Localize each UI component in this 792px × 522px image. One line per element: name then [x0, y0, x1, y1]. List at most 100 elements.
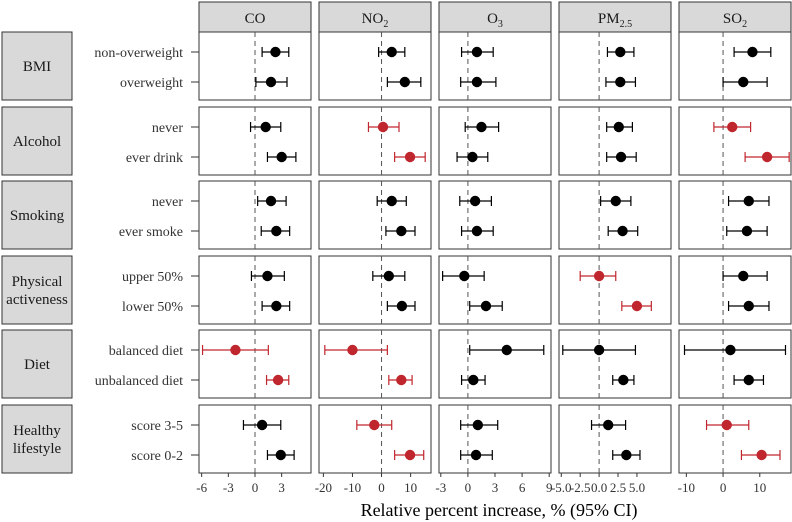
panel-strip-no2: [318, 1, 432, 33]
x-tick-label: 0.0: [591, 480, 607, 495]
panel-so2-row-1: [678, 106, 792, 176]
panel-so2-row-3: [678, 255, 792, 325]
point-estimate: [262, 270, 273, 282]
row-strip-label-3: Physical: [12, 274, 63, 290]
point-estimate: [404, 151, 416, 163]
panel-o3-row-2: [438, 180, 552, 250]
point-estimate: [631, 300, 643, 312]
point-estimate: [469, 195, 481, 207]
row-strip-4: [1, 329, 73, 399]
x-tick-label: 10: [404, 480, 417, 495]
category-label: ever drink: [126, 151, 183, 166]
panel-no2-row-0: [318, 31, 432, 101]
panel-strip-co: [198, 1, 312, 33]
point-estimate: [276, 151, 287, 163]
row-strip-label-2: Smoking: [10, 208, 65, 224]
point-estimate: [747, 46, 758, 58]
row-strip-0: [1, 31, 73, 101]
x-tick-label: 3: [492, 480, 499, 495]
panel-o3-row-4: [438, 329, 552, 399]
point-estimate: [468, 374, 479, 386]
category-label: non-overweight: [94, 46, 183, 61]
x-tick-label: -2.5: [570, 480, 591, 495]
category-label: lower 50%: [122, 300, 183, 315]
x-tick-label: 9: [546, 480, 553, 495]
point-estimate: [480, 300, 492, 312]
x-tick-label: 0: [378, 480, 385, 495]
point-estimate: [386, 195, 397, 207]
point-estimate: [272, 374, 284, 386]
x-tick-label: 0: [720, 480, 727, 495]
point-estimate: [615, 46, 626, 58]
row-strip-3: [1, 255, 73, 325]
panel-strip-o3: [438, 1, 552, 33]
x-tick-label: -20: [315, 480, 332, 495]
panel-strip-label-co: CO: [245, 11, 266, 27]
point-estimate: [399, 76, 411, 88]
panel-pm25-row-0: [558, 31, 672, 101]
row-strip-label-5: Healthy: [13, 423, 61, 439]
category-label: balanced diet: [109, 344, 183, 359]
point-estimate: [383, 270, 395, 282]
panel-o3-row-0: [438, 31, 552, 101]
panel-o3-row-1: [438, 106, 552, 176]
point-estimate: [725, 344, 736, 356]
panel-o3-row-5: [438, 404, 552, 474]
point-estimate: [602, 419, 614, 431]
category-label: upper 50%: [122, 270, 183, 285]
panel-pm25-row-3: [558, 255, 672, 325]
panel-no2-row-3: [318, 255, 432, 325]
x-tick-label: 10: [753, 480, 766, 495]
row-strip-label-4: Diet: [24, 357, 51, 373]
point-estimate: [721, 419, 732, 431]
point-estimate: [593, 270, 605, 282]
x-tick-label: -3: [435, 480, 446, 495]
point-estimate: [618, 374, 629, 386]
point-estimate: [396, 225, 407, 237]
point-estimate: [738, 270, 749, 282]
x-tick-label: -10: [678, 480, 695, 495]
panel-strip-pm25: [558, 1, 672, 33]
point-estimate: [471, 225, 483, 237]
point-estimate: [501, 344, 512, 356]
point-estimate: [741, 225, 753, 237]
panel-so2-row-4: [678, 329, 792, 399]
panel-strip-label-no2: NO2: [362, 11, 389, 30]
point-estimate: [275, 449, 286, 461]
panel-no2-row-1: [318, 106, 432, 176]
panel-pm25-row-1: [558, 106, 672, 176]
point-estimate: [271, 225, 282, 237]
point-estimate: [271, 300, 282, 312]
x-axis-title: Relative percent increase, % (95% CI): [361, 500, 638, 521]
row-strip-label-0: BMI: [23, 59, 51, 75]
point-estimate: [256, 419, 268, 431]
point-estimate: [459, 270, 470, 282]
point-estimate: [738, 76, 749, 88]
x-tick-label: -3: [223, 480, 234, 495]
point-estimate: [260, 121, 271, 133]
category-label: never: [152, 121, 183, 136]
category-label: score 3-5: [131, 419, 183, 434]
panel-so2-row-0: [678, 31, 792, 101]
x-tick-label: 6: [519, 480, 526, 495]
point-estimate: [396, 300, 408, 312]
row-strip-label-3: activeness: [6, 292, 68, 308]
point-estimate: [610, 195, 621, 207]
point-estimate: [756, 449, 767, 461]
x-tick-label: 3: [278, 480, 285, 495]
point-estimate: [615, 76, 626, 88]
x-tick-label: 5.0: [629, 480, 645, 495]
panel-strip-label-so2: SO2: [723, 11, 747, 30]
panel-no2-row-4: [318, 329, 432, 399]
row-strip-5: [1, 404, 73, 474]
panel-pm25-row-4: [558, 329, 672, 399]
point-estimate: [617, 225, 628, 237]
panel-o3-row-3: [438, 255, 552, 325]
x-tick-label: 0: [252, 480, 259, 495]
point-estimate: [743, 195, 754, 207]
panel-pm25-row-5: [558, 404, 672, 474]
point-estimate: [727, 121, 738, 133]
x-tick-label: -5.0: [551, 480, 572, 495]
x-tick-label: -10: [344, 480, 361, 495]
point-estimate: [396, 374, 407, 386]
